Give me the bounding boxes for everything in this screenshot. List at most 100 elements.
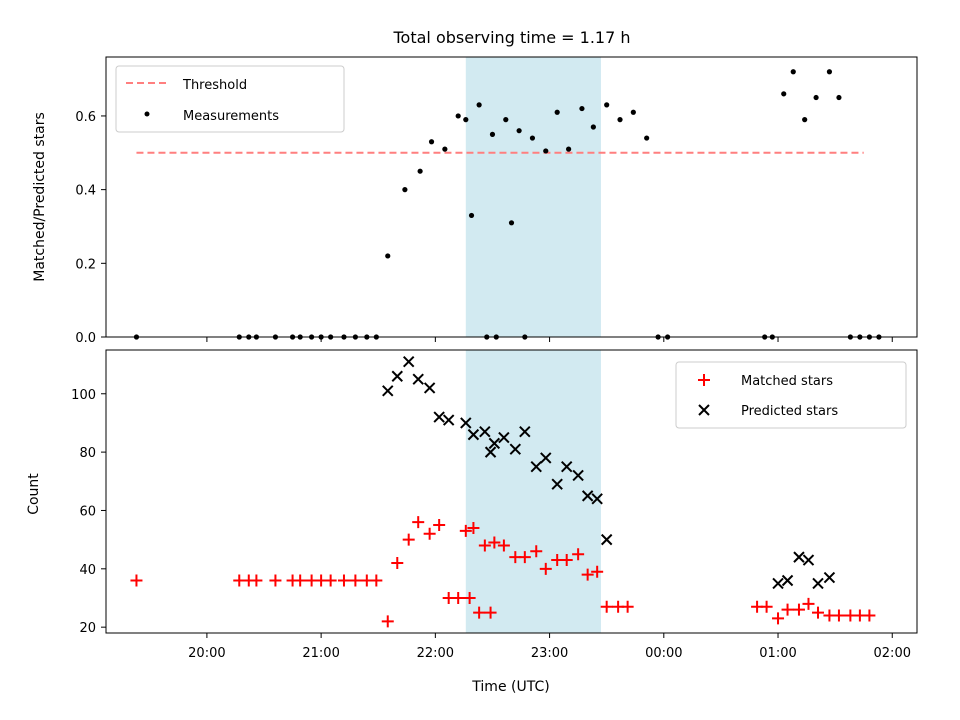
top-y-tick-label: 0.4 <box>75 184 96 199</box>
bottom-matched-stars-point <box>760 600 773 613</box>
bottom-matched-stars-point <box>772 612 785 625</box>
bottom-predicted-stars-point <box>479 425 491 438</box>
bottom-matched-stars-point <box>781 603 794 616</box>
top-measurements-point <box>489 131 496 137</box>
bottom-predicted-stars-point <box>382 385 394 397</box>
bottom-matched-stars-point <box>423 527 436 540</box>
bottom-matched-stars-point <box>600 600 613 613</box>
bottom-y-tick-label: 20 <box>79 621 96 636</box>
bottom-matched-stars-point <box>488 536 501 549</box>
bottom-matched-stars-point <box>433 519 446 532</box>
legend-matched-label: Matched stars <box>741 374 833 389</box>
top-measurements-point <box>476 102 482 108</box>
x-tick-label: 23:00 <box>531 646 568 661</box>
bottom-matched-stars-point <box>349 574 362 587</box>
bottom-matched-stars-point <box>473 606 486 619</box>
bottom-matched-stars-point <box>412 516 425 529</box>
top-measurements-point <box>836 94 842 101</box>
bottom-predicted-stars-point <box>823 571 836 584</box>
bottom-matched-stars-point <box>459 524 472 537</box>
top-y-axis-label: Matched/Predicted stars <box>32 112 48 282</box>
bottom-matched-stars-point <box>478 539 491 552</box>
bottom-plot-frame <box>105 349 918 634</box>
bottom-matched-stars-point <box>452 591 465 604</box>
bottom-matched-stars-point <box>581 568 594 581</box>
bottom-predicted-stars-point <box>812 577 824 590</box>
top-measurements-point <box>579 105 585 112</box>
bottom-predicted-stars-point <box>561 460 573 473</box>
bottom-matched-stars-point <box>539 562 552 575</box>
bottom-observing-window <box>465 350 601 633</box>
bottom-y-tick-label: 40 <box>79 563 96 578</box>
bottom-predicted-stars-point <box>423 382 436 394</box>
bottom-matched-stars-point <box>792 603 805 616</box>
top-legend: Threshold Measurements <box>115 65 345 133</box>
legend-predicted-swatch <box>698 404 710 416</box>
bottom-predicted-stars-point <box>460 417 472 429</box>
x-tick-label: 21:00 <box>302 646 339 661</box>
x-tick-label: 01:00 <box>759 646 796 661</box>
top-measurements-point <box>590 124 596 130</box>
top-y-tick-label: 0.6 <box>75 110 96 125</box>
top-measurements-point <box>455 113 461 119</box>
bottom-matched-stars-point <box>467 521 480 534</box>
bottom-matched-stars-point <box>463 591 476 604</box>
bottom-predicted-stars-point <box>509 443 522 455</box>
bottom-matched-stars-point <box>812 606 825 619</box>
bottom-matched-stars-point <box>591 565 604 578</box>
bottom-predicted-stars-point <box>793 551 805 563</box>
bottom-matched-stars-point <box>294 574 307 587</box>
bottom-predicted-stars-point <box>433 411 445 423</box>
bottom-matched-stars-point <box>621 600 634 613</box>
x-tick-label: 02:00 <box>874 646 911 661</box>
x-tick-label: 20:00 <box>188 646 225 661</box>
top-measurements-point <box>826 69 833 75</box>
bottom-matched-stars-point <box>518 551 531 564</box>
top-measurements-point <box>566 146 572 152</box>
bottom-matched-stars-point <box>530 545 543 558</box>
top-measurements-point <box>617 117 623 123</box>
top-measurements-point <box>417 168 423 174</box>
bottom-matched-stars-point <box>560 554 573 567</box>
x-axis-label: Time (UTC) <box>471 679 549 695</box>
top-measurements-point <box>813 94 819 101</box>
top-y-tick-label: 0.2 <box>75 257 96 272</box>
bottom-matched-stars-point <box>130 574 143 587</box>
bottom-predicted-stars-point <box>540 452 552 464</box>
bottom-matched-stars-point <box>832 609 845 622</box>
bottom-y-tick-label: 100 <box>71 388 96 403</box>
top-plot-frame <box>105 56 918 338</box>
top-panel: 0.0 0.2 0.4 0.6 <box>75 56 918 346</box>
top-measurements-point <box>468 212 475 219</box>
bottom-panel: 20 40 60 80 100 20:00 21:00 22:00 23:00 00:00 01:0… <box>71 349 918 661</box>
bottom-predicted-stars-point <box>412 373 424 385</box>
bottom-predicted-stars-point <box>530 460 542 473</box>
legend-threshold-label: Threshold <box>182 78 247 93</box>
bottom-predicted-stars-point <box>802 554 815 566</box>
bottom-predicted-stars-point <box>498 431 510 444</box>
top-measurements-point <box>402 187 408 193</box>
chart-title: Total observing time = 1.17 h <box>392 28 630 47</box>
top-measurements-point <box>503 117 509 123</box>
top-measurements-point <box>644 135 650 141</box>
x-tick-label: 22:00 <box>417 646 454 661</box>
bottom-matched-stars-point <box>802 597 815 610</box>
x-tick-label: 00:00 <box>645 646 682 661</box>
bottom-matched-stars-point <box>863 609 876 622</box>
top-measurements-point <box>604 102 610 108</box>
bottom-predicted-stars-point <box>572 469 584 482</box>
bottom-matched-stars-point <box>250 574 263 587</box>
top-measurements-point <box>802 117 808 123</box>
top-measurements-point <box>529 135 536 141</box>
bottom-predicted-stars-point <box>484 446 497 458</box>
legend-matched-swatch <box>698 374 710 386</box>
bottom-predicted-stars-point <box>581 490 594 502</box>
top-measurements-point <box>428 139 435 145</box>
bottom-predicted-stars-point <box>772 577 784 590</box>
top-measurements-point <box>508 220 515 226</box>
top-y-tick-label: 0.0 <box>75 331 96 346</box>
bottom-predicted-stars-point <box>591 493 603 505</box>
bottom-legend: Matched stars Predicted stars <box>675 361 907 429</box>
legend-measurements-swatch <box>144 111 150 117</box>
